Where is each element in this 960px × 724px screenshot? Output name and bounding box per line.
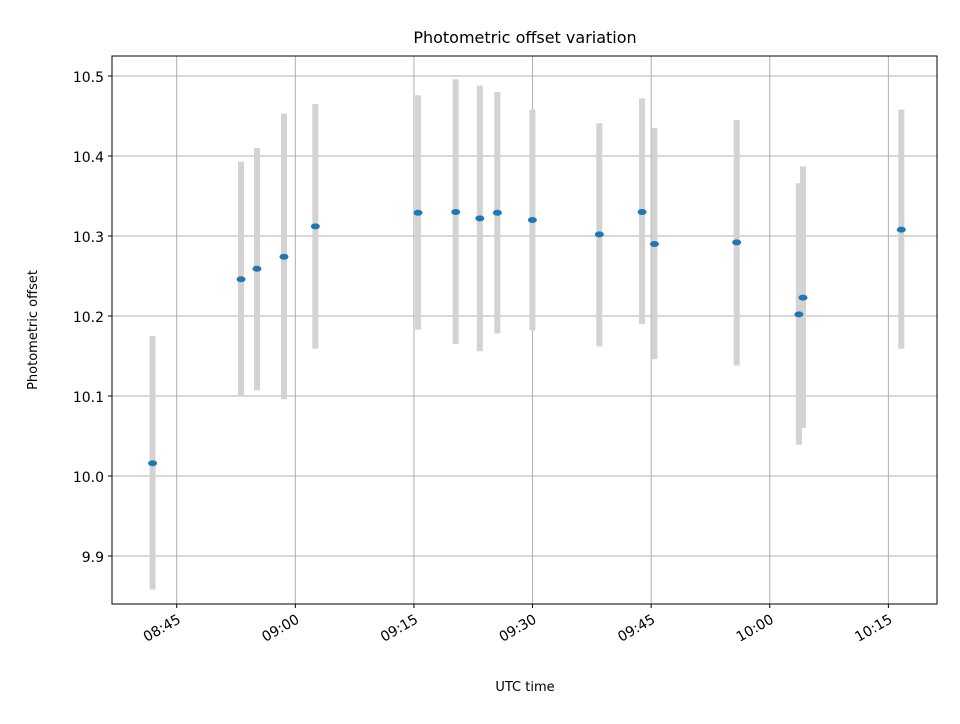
y-axis-label: Photometric offset xyxy=(26,270,41,390)
data-point xyxy=(236,276,246,283)
grid xyxy=(112,56,937,604)
data-points xyxy=(148,209,906,467)
data-point xyxy=(732,239,742,246)
data-point xyxy=(279,253,289,260)
data-point xyxy=(594,231,604,238)
data-point xyxy=(896,226,906,233)
x-tick-label: 08:45 xyxy=(141,612,184,646)
x-axis: 08:45 09:00 09:15 09:30 09:45 10:00 10:15 xyxy=(141,604,895,646)
y-axis: 9.9 10.0 10.1 10.2 10.3 10.4 10.5 xyxy=(73,70,112,566)
chart-title: Photometric offset variation xyxy=(413,28,636,47)
x-tick-label: 10:00 xyxy=(734,612,777,646)
data-point xyxy=(649,241,659,247)
data-point xyxy=(413,209,423,216)
data-point xyxy=(252,265,262,272)
x-tick-label: 10:15 xyxy=(852,612,895,646)
data-point xyxy=(637,209,647,215)
y-tick-label: 10.4 xyxy=(73,150,104,166)
data-point xyxy=(798,294,808,301)
data-point xyxy=(148,460,158,467)
y-tick-label: 10.0 xyxy=(73,470,104,486)
x-tick-label: 09:00 xyxy=(259,612,302,646)
plot-frame xyxy=(111,55,938,605)
y-tick-label: 10.1 xyxy=(73,390,104,406)
data-point xyxy=(492,209,502,216)
y-tick-label: 10.3 xyxy=(73,230,104,246)
x-tick-label: 09:45 xyxy=(615,612,658,646)
data-point xyxy=(451,209,461,215)
x-tick-label: 09:30 xyxy=(497,612,540,646)
data-point xyxy=(310,223,320,230)
y-tick-label: 9.9 xyxy=(82,550,104,566)
data-point xyxy=(527,217,537,223)
data-point xyxy=(794,311,804,318)
data-point xyxy=(475,215,485,222)
x-tick-label: 09:15 xyxy=(378,612,421,646)
y-tick-label: 10.5 xyxy=(73,70,104,86)
x-axis-label: UTC time xyxy=(495,680,554,695)
y-tick-label: 10.2 xyxy=(73,310,104,326)
